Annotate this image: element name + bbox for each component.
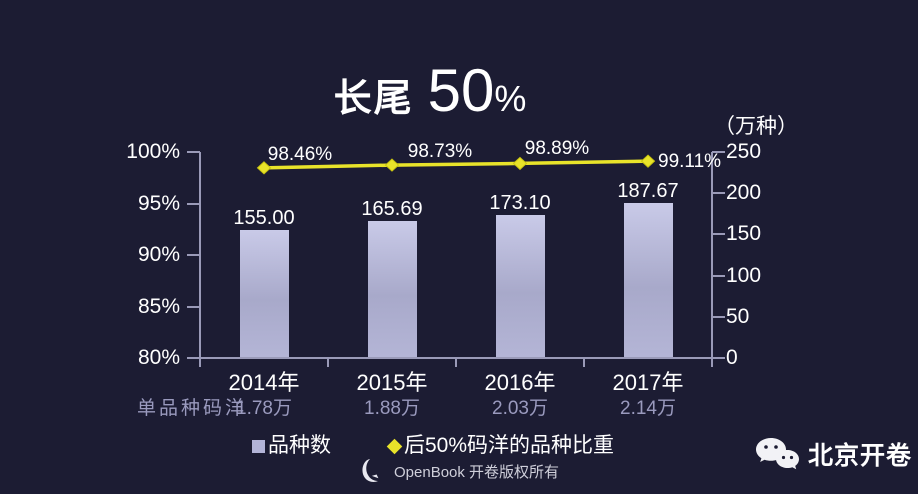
line-value-label: 98.89% — [524, 138, 590, 160]
brand-name: 北京开卷 — [808, 442, 913, 470]
x-axis-tick — [327, 358, 329, 367]
x-category-label: 2017年 — [612, 370, 684, 395]
right-axis-tick — [712, 274, 725, 277]
sub-row-value: 2.03万 — [492, 398, 548, 419]
openbook-crescent-logo-icon — [362, 458, 386, 484]
bar — [367, 221, 417, 357]
right-axis-tick-label: 100 — [726, 263, 762, 287]
left-axis-tick — [187, 305, 200, 308]
line-value-label: 99.11% — [658, 151, 722, 173]
x-axis-tick — [711, 358, 713, 367]
legend-bar-label: 品种数 — [268, 434, 331, 457]
right-axis-tick — [712, 233, 725, 236]
legend-item-line-series: 后50%码洋的品种比重 — [386, 434, 615, 458]
line-value-label: 98.46% — [267, 143, 333, 165]
right-axis-line — [711, 152, 713, 358]
left-axis-tick — [187, 357, 200, 359]
line-value-label: 98.73% — [407, 141, 473, 163]
left-axis-tick — [187, 202, 200, 205]
right-axis-tick — [712, 151, 725, 153]
right-axis-tick-label: 150 — [726, 222, 762, 246]
bar-series-swatch-icon — [252, 439, 265, 453]
sub-row-label: 单品种码洋 — [137, 398, 248, 419]
chart-title: 长尾 50 % — [0, 56, 860, 125]
bar — [623, 203, 673, 357]
bar-value-label: 165.69 — [361, 198, 423, 221]
left-axis-tick-label: 95% — [137, 191, 180, 215]
right-axis-tick — [712, 315, 725, 318]
x-axis-tick — [199, 358, 201, 367]
title-prefix: 长尾 — [333, 78, 414, 120]
left-axis-tick-label: 100% — [126, 140, 180, 163]
right-axis-tick-label: 50 — [726, 304, 750, 328]
chart-legend: 品种数 后50%码洋的品种比重 — [252, 434, 614, 458]
left-axis-tick-label: 90% — [137, 243, 180, 266]
bar-value-label: 173.10 — [489, 192, 551, 215]
left-axis-tick — [187, 254, 200, 256]
copyright-footer: OpenBook 开卷版权所有 — [362, 458, 559, 484]
copyright-text: OpenBook 开卷版权所有 — [394, 463, 560, 481]
right-axis-tick-label: 0 — [726, 346, 738, 369]
wechat-icon — [754, 437, 800, 471]
bar — [239, 230, 289, 357]
sub-row-value: 1.88万 — [364, 398, 420, 419]
right-axis-tick — [712, 192, 725, 195]
x-category-label: 2016年 — [484, 370, 556, 395]
x-category-label: 2014年 — [228, 370, 300, 395]
left-axis-tick-label: 85% — [137, 294, 180, 318]
legend-line-label: 后50%码洋的品种比重 — [404, 434, 615, 457]
x-axis-tick — [583, 358, 585, 367]
right-axis-tick-label: 250 — [726, 140, 762, 163]
right-axis-tick — [712, 357, 725, 359]
right-axis-tick-label: 200 — [726, 181, 762, 205]
left-axis-tick — [187, 151, 200, 153]
legend-item-bar-series: 品种数 — [252, 434, 331, 458]
bar-value-label: 187.67 — [617, 180, 679, 203]
brand-badge: 北京开卷 — [754, 436, 912, 472]
sub-row-value: 1.78万 — [236, 398, 292, 419]
left-axis-tick-label: 80% — [137, 346, 180, 369]
bar-value-label: 155.00 — [233, 207, 295, 230]
line-series-diamond-icon — [386, 438, 403, 454]
left-axis-line — [199, 152, 201, 358]
x-axis-tick — [455, 358, 457, 367]
sub-row-value: 2.14万 — [620, 398, 676, 419]
bar — [495, 215, 545, 357]
x-category-label: 2015年 — [356, 370, 428, 395]
title-percent-sign: % — [494, 78, 527, 119]
title-number: 50 — [427, 57, 495, 124]
right-axis-unit-label: （万种） — [714, 115, 798, 138]
